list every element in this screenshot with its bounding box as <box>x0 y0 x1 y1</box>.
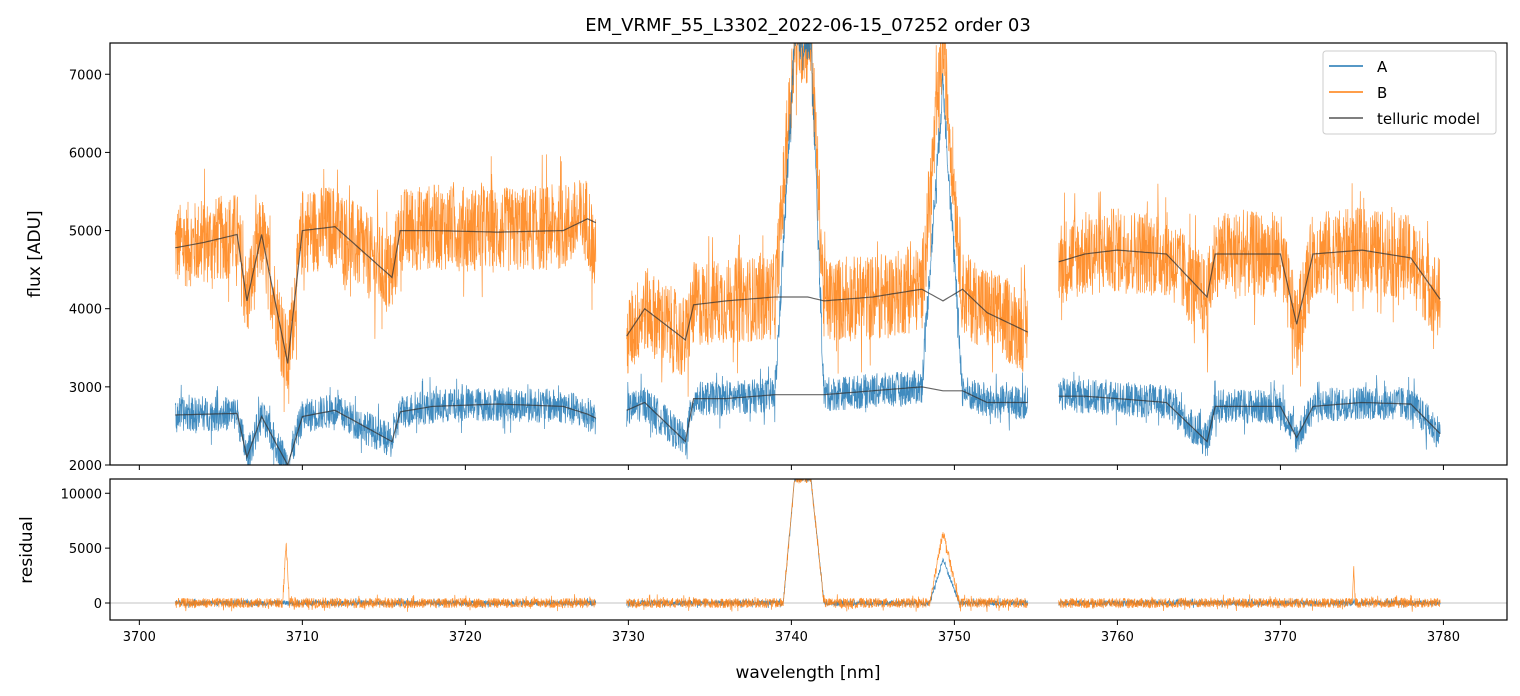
series-a-segment-0 <box>174 377 597 465</box>
series-telluric-model-segment-1 <box>626 288 1028 342</box>
plot-area <box>174 43 1441 465</box>
top-y-axis-label: flux [ADU] <box>25 210 45 297</box>
x-axis-label: wavelength [nm] <box>735 663 880 683</box>
x-tick-label: 3720 <box>449 630 482 645</box>
y-tick-label: 0 <box>94 597 102 612</box>
legend: A B telluric model <box>1322 50 1497 135</box>
bottom-y-axis-label: residual <box>17 516 37 583</box>
legend-label-a: A <box>1377 58 1388 76</box>
y-tick-label: 6000 <box>69 146 102 161</box>
legend-label-b: B <box>1377 84 1387 102</box>
series-telluric-model-segment-4 <box>626 386 1028 443</box>
x-tick-label: 3780 <box>1427 630 1460 645</box>
x-tick-label: 3740 <box>775 630 808 645</box>
series-telluric-model-segment-3 <box>175 403 597 465</box>
series-a-segment-2 <box>1058 371 1441 457</box>
x-tick-label: 3730 <box>612 630 645 645</box>
series-telluric-model-segment-2 <box>1058 249 1441 325</box>
series-b-segment-0 <box>174 542 596 612</box>
plot-area <box>110 479 1507 612</box>
x-tick-label: 3770 <box>1264 630 1297 645</box>
series-b-segment-2 <box>1058 566 1441 612</box>
series-telluric-model-segment-0 <box>175 218 597 364</box>
chart-title: EM_VRMF_55_L3302_2022-06-15_07252 order … <box>585 15 1031 36</box>
y-tick-label: 3000 <box>69 381 102 396</box>
x-tick-label: 3760 <box>1101 630 1134 645</box>
series-b-segment-2 <box>1058 183 1441 387</box>
y-tick-label: 2000 <box>69 459 102 474</box>
series-b-segment-1 <box>626 43 1029 397</box>
axes-frame <box>109 478 1508 621</box>
series-telluric-model-segment-5 <box>1058 395 1441 443</box>
y-tick-label: 5000 <box>69 542 102 557</box>
x-tick-label: 3710 <box>286 630 319 645</box>
series-a-segment-1 <box>626 43 1029 460</box>
y-tick-label: 5000 <box>69 225 102 240</box>
axes-frame <box>109 42 1508 466</box>
series-b-segment-1 <box>626 479 1029 612</box>
series-a-segment-1 <box>626 479 1029 608</box>
y-tick-label: 7000 <box>69 68 102 83</box>
legend-label-telluric: telluric model <box>1377 110 1480 128</box>
series-b-segment-0 <box>174 154 597 413</box>
x-tick-label: 3750 <box>938 630 971 645</box>
x-tick-label: 3700 <box>123 630 156 645</box>
y-tick-label: 10000 <box>61 487 102 502</box>
y-tick-label: 4000 <box>69 303 102 318</box>
